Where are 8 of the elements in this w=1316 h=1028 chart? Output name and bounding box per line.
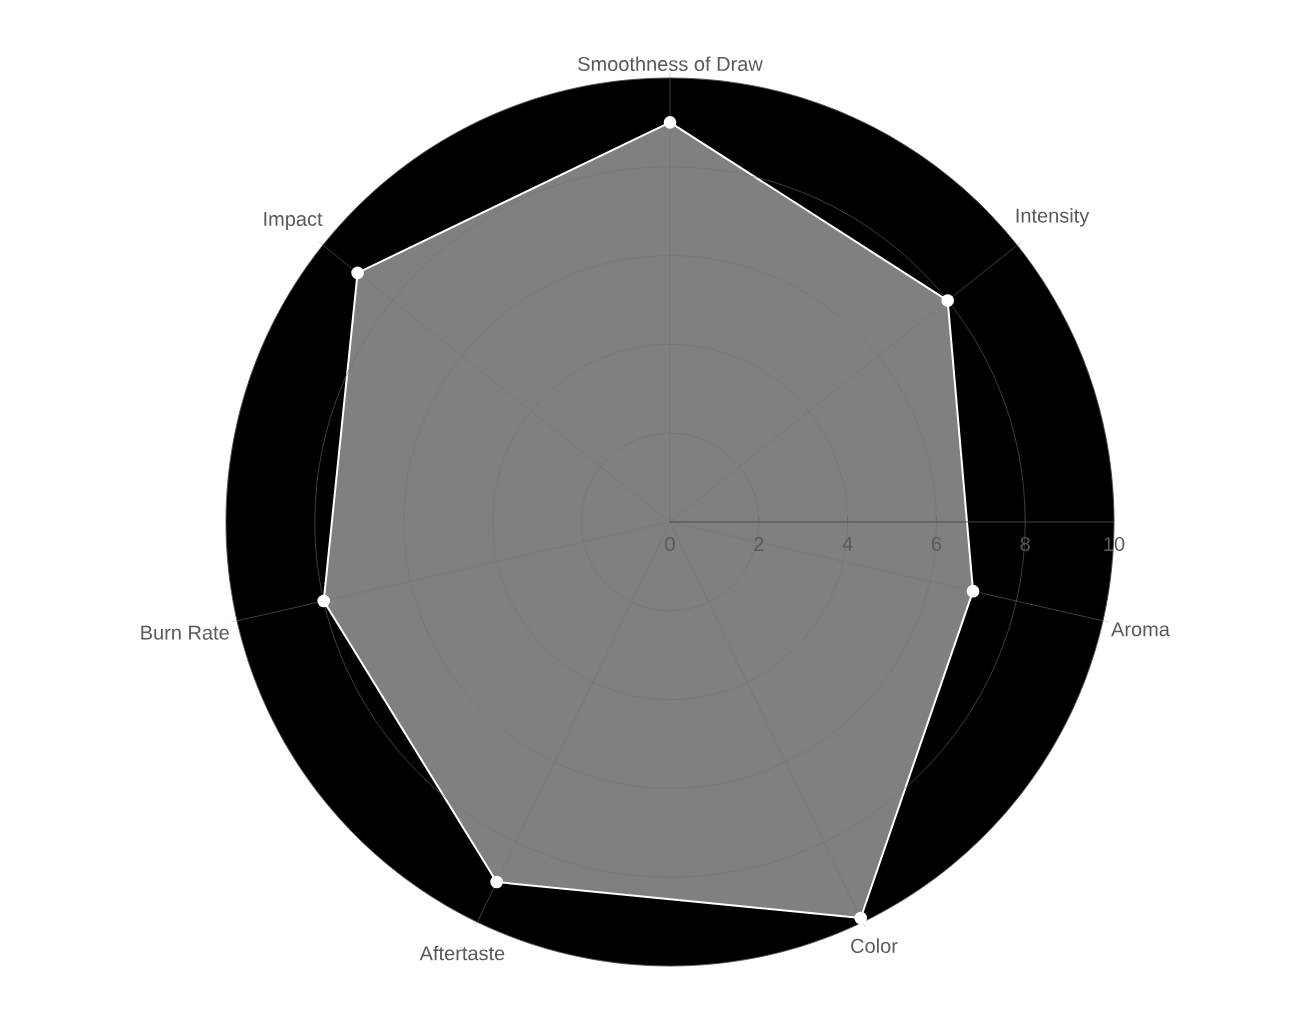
spoke-label: Color — [851, 938, 898, 953]
spoke-label: Burn Rate — [141, 625, 229, 640]
y-tick-label: 8 — [1020, 536, 1030, 552]
spoke-label: Smoothness of Draw — [578, 56, 763, 72]
spoke-label: Aroma — [1111, 622, 1170, 637]
spoke-label: Impact — [264, 212, 323, 230]
spoke-label: Intensity — [1016, 208, 1090, 227]
spoke-label: Aftertaste — [419, 945, 505, 961]
